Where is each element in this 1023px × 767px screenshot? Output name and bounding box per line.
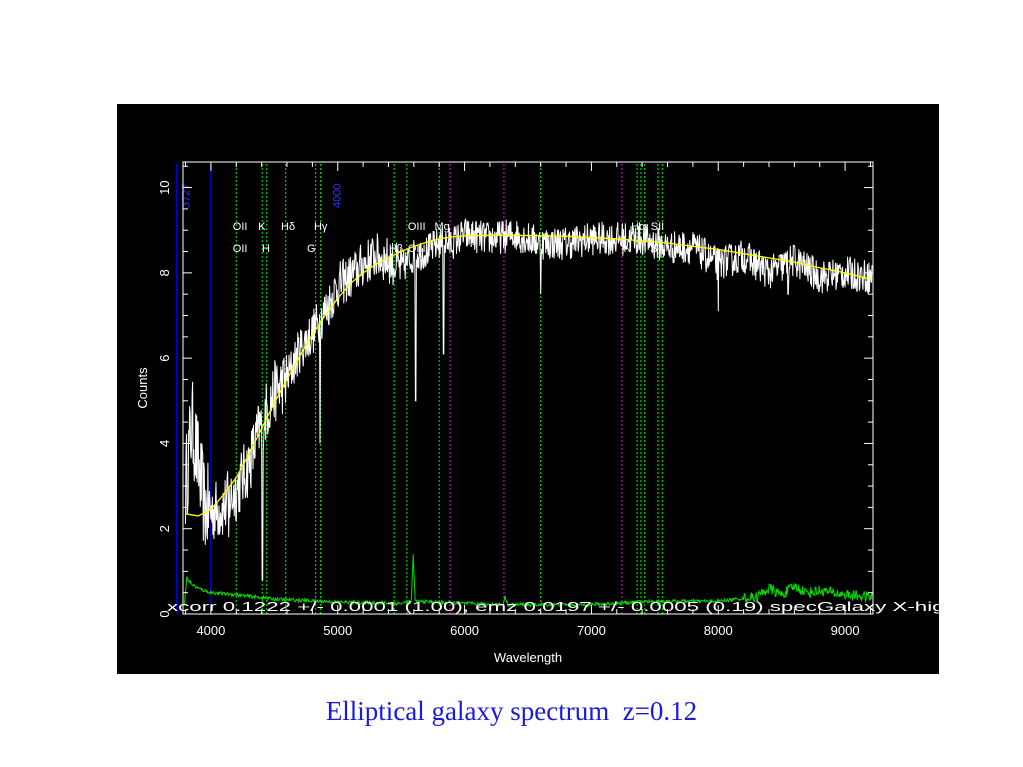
line-label: K [258,221,266,233]
line-label: OII [233,243,248,255]
rest-wavelength-label: 3727 [181,184,193,208]
line-label: N [623,243,631,255]
y-tick-label: 2 [157,525,172,532]
rest-wavelength-label: 4000 [331,184,343,208]
line-label: OIII [408,221,426,233]
fit-annotation: xcorr 0.1222 +/- 0.0001 (1.00), emz 0.01… [167,599,939,614]
line-label: OIII [408,243,426,255]
line-label: H [262,243,270,255]
observed-spectrum [185,217,873,581]
x-tick-label: 4000 [196,623,225,638]
y-tick-label: 4 [157,440,172,447]
x-tick-label: 7000 [577,623,606,638]
plot-frame [182,161,874,615]
line-label: OII [233,221,248,233]
y-axis-label: Counts [135,367,150,409]
x-tick-label: 5000 [323,623,352,638]
x-tick-label: 8000 [704,623,733,638]
y-tick-label: 6 [157,355,172,362]
line-label: Mg [434,221,449,233]
y-tick-label: 8 [157,269,172,276]
y-tick-label: 10 [157,180,172,194]
line-label: SII [651,221,664,233]
slide-caption: Elliptical galaxy spectrum z=0.12 [325,696,698,726]
x-tick-label: 6000 [450,623,479,638]
plot-panel: 3727 4000 OII K Hδ Hγ OIII Mg Hα SII OII H G Hβ OIII N S… [117,104,939,674]
line-label: G [307,243,316,255]
x-axis-label: Wavelength [494,650,562,665]
x-tick-label: 9000 [831,623,860,638]
line-label: Hγ [314,221,328,233]
y-tick-label: 0 [157,610,172,617]
line-label: Hδ [281,221,295,233]
error-spectrum [183,554,873,608]
fit-curve [185,234,871,517]
